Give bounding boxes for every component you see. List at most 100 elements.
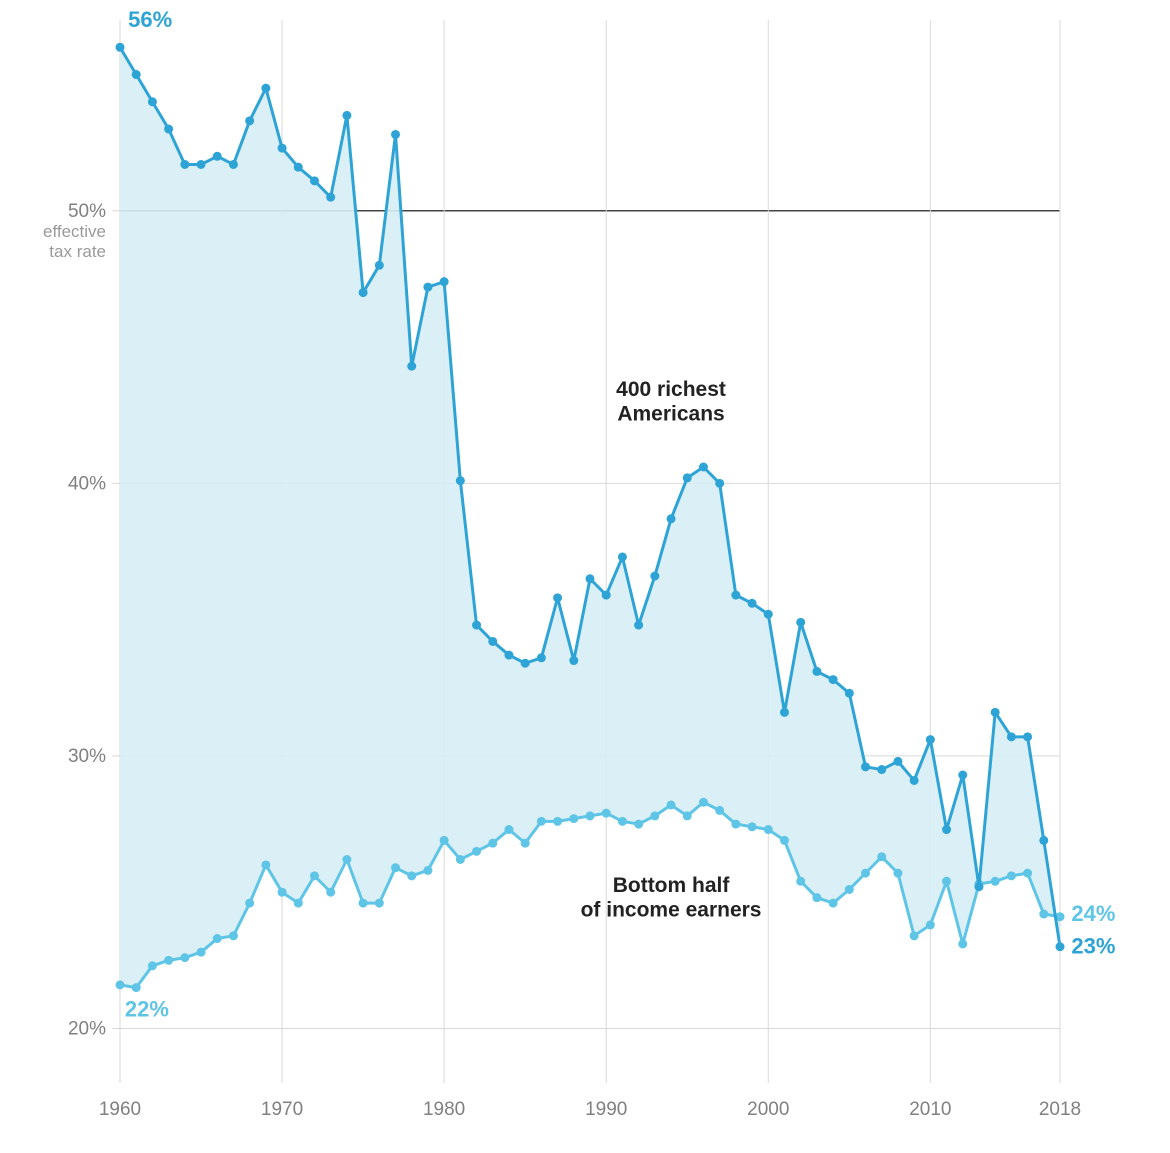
series-marker-bottom50 <box>748 822 757 831</box>
x-tick-label: 2018 <box>1039 1099 1081 1120</box>
series-marker-top400 <box>796 618 805 627</box>
series-marker-bottom50 <box>1007 871 1016 880</box>
series-marker-bottom50 <box>942 877 951 886</box>
series-marker-bottom50 <box>440 836 449 845</box>
y-sublabel: effective <box>43 222 106 241</box>
series-marker-bottom50 <box>861 869 870 878</box>
series-marker-bottom50 <box>294 899 303 908</box>
y-tick-label: 30% <box>68 746 106 767</box>
tax-rate-chart: 20%30%40%50%effectivetax rate19601970198… <box>0 0 1170 1153</box>
series-marker-bottom50 <box>407 871 416 880</box>
series-label-bottom50: Bottom half <box>613 874 731 897</box>
series-marker-bottom50 <box>261 860 270 869</box>
series-marker-bottom50 <box>845 885 854 894</box>
series-marker-bottom50 <box>180 953 189 962</box>
series-marker-top400 <box>197 160 206 169</box>
series-marker-top400 <box>164 125 173 134</box>
series-marker-top400 <box>521 659 530 668</box>
series-marker-bottom50 <box>229 931 238 940</box>
series-marker-top400 <box>715 479 724 488</box>
series-marker-bottom50 <box>391 863 400 872</box>
series-marker-bottom50 <box>521 839 530 848</box>
series-marker-top400 <box>829 675 838 684</box>
series-marker-bottom50 <box>893 869 902 878</box>
series-marker-bottom50 <box>456 855 465 864</box>
series-marker-bottom50 <box>116 980 125 989</box>
series-marker-top400 <box>294 163 303 172</box>
series-marker-top400 <box>764 610 773 619</box>
chart-svg: 20%30%40%50%effectivetax rate19601970198… <box>0 0 1170 1153</box>
series-marker-bottom50 <box>504 825 513 834</box>
series-marker-top400 <box>602 591 611 600</box>
series-marker-top400 <box>650 572 659 581</box>
series-marker-top400 <box>780 708 789 717</box>
series-marker-top400 <box>748 599 757 608</box>
series-marker-top400 <box>861 762 870 771</box>
series-marker-bottom50 <box>245 899 254 908</box>
series-marker-top400 <box>116 43 125 52</box>
series-marker-bottom50 <box>667 800 676 809</box>
series-marker-top400 <box>974 882 983 891</box>
series-marker-top400 <box>812 667 821 676</box>
series-marker-bottom50 <box>634 820 643 829</box>
y-sublabel: tax rate <box>49 242 106 261</box>
series-marker-bottom50 <box>164 956 173 965</box>
series-marker-bottom50 <box>683 811 692 820</box>
x-tick-label: 2010 <box>909 1099 951 1120</box>
series-marker-bottom50 <box>618 817 627 826</box>
callout-start-top400: 56% <box>128 7 172 32</box>
series-marker-top400 <box>488 637 497 646</box>
series-marker-bottom50 <box>796 877 805 886</box>
series-marker-bottom50 <box>278 888 287 897</box>
series-marker-bottom50 <box>342 855 351 864</box>
series-marker-bottom50 <box>650 811 659 820</box>
series-marker-bottom50 <box>488 839 497 848</box>
series-marker-bottom50 <box>602 809 611 818</box>
series-marker-bottom50 <box>310 871 319 880</box>
series-marker-top400 <box>569 656 578 665</box>
series-label-bottom50: of income earners <box>581 898 762 921</box>
series-marker-bottom50 <box>877 852 886 861</box>
callout-end-bottom50: 24% <box>1071 901 1115 926</box>
series-marker-top400 <box>375 261 384 270</box>
series-marker-bottom50 <box>958 939 967 948</box>
series-marker-bottom50 <box>780 836 789 845</box>
series-marker-top400 <box>910 776 919 785</box>
series-marker-top400 <box>310 176 319 185</box>
series-marker-bottom50 <box>812 893 821 902</box>
series-marker-bottom50 <box>359 899 368 908</box>
series-marker-top400 <box>731 591 740 600</box>
series-marker-bottom50 <box>197 948 206 957</box>
series-marker-top400 <box>245 116 254 125</box>
series-marker-top400 <box>407 362 416 371</box>
y-tick-label: 20% <box>68 1018 106 1039</box>
series-marker-top400 <box>359 288 368 297</box>
series-marker-top400 <box>1056 942 1065 951</box>
series-marker-top400 <box>845 689 854 698</box>
series-marker-top400 <box>229 160 238 169</box>
series-marker-bottom50 <box>472 847 481 856</box>
series-marker-top400 <box>553 593 562 602</box>
series-marker-top400 <box>180 160 189 169</box>
series-marker-top400 <box>342 111 351 120</box>
series-marker-top400 <box>634 621 643 630</box>
series-marker-top400 <box>391 130 400 139</box>
x-tick-label: 2000 <box>747 1099 789 1120</box>
series-marker-top400 <box>472 621 481 630</box>
series-marker-top400 <box>893 757 902 766</box>
series-marker-bottom50 <box>910 931 919 940</box>
x-tick-label: 1990 <box>585 1099 627 1120</box>
series-marker-top400 <box>877 765 886 774</box>
series-marker-bottom50 <box>537 817 546 826</box>
series-marker-top400 <box>667 514 676 523</box>
series-marker-bottom50 <box>991 877 1000 886</box>
series-marker-bottom50 <box>423 866 432 875</box>
y-tick-label: 50% <box>68 201 106 222</box>
series-marker-bottom50 <box>829 899 838 908</box>
series-marker-top400 <box>1007 732 1016 741</box>
series-marker-top400 <box>991 708 1000 717</box>
series-marker-top400 <box>148 97 157 106</box>
series-marker-top400 <box>423 283 432 292</box>
series-marker-bottom50 <box>375 899 384 908</box>
series-marker-top400 <box>213 152 222 161</box>
